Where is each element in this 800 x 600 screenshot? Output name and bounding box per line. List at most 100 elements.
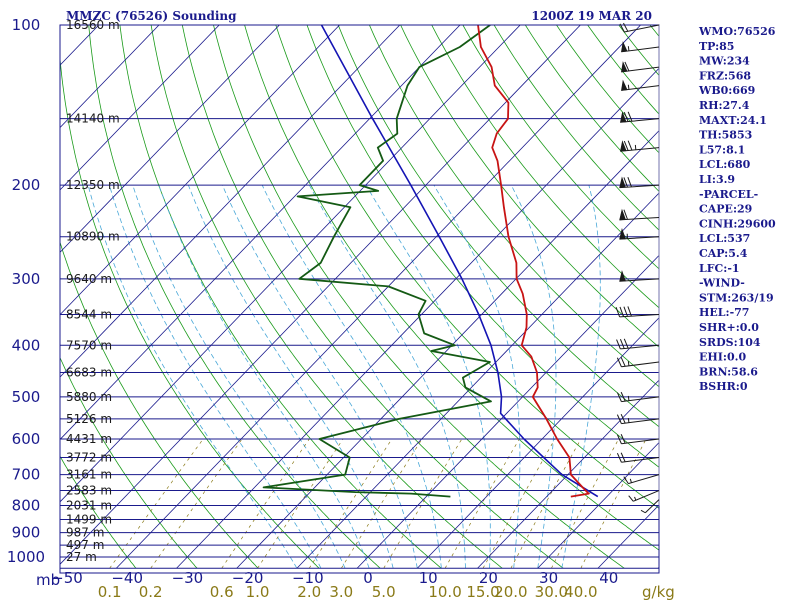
wind-barb-staff [620,118,660,123]
pressure-tick-label: 500 [12,388,41,406]
temperature-tick-label: −50 [51,569,83,587]
height-label: 2583 m [66,484,112,498]
wind-barb-staff [624,24,660,33]
mixing-ratio-line [109,438,204,569]
wind-barb [619,22,660,33]
wind-barb-flag [628,495,634,502]
sounding-index-line: FRZ:568 [699,69,751,82]
wind-barb-pennant [620,111,627,123]
dry-adiabat-line [431,25,659,309]
isotherm-line [60,25,521,503]
dry-adiabat-line [60,240,259,569]
wind-barb-flag [623,306,628,317]
sounding-index-line: LFC:-1 [699,262,740,275]
dry-adiabat-line [213,25,625,569]
mixing-ratio-tick-label: 10.0 [428,583,461,600]
wind-barb-flag [623,22,629,32]
wind-barb-flag [616,414,622,424]
sounding-index-line: BRN:58.6 [699,365,758,378]
wind-barb [621,79,660,91]
sounding-index-line: -PARCEL- [699,188,758,201]
temperature-trace-line [477,25,590,498]
pressure-tick-label: 300 [12,270,41,288]
wind-barb-flag [623,177,628,188]
wind-barb [619,270,660,282]
sounding-index-line: RH:27.4 [699,99,750,112]
moist-adiabat-line [87,184,298,569]
isotherm-line [116,25,642,569]
isotherm-line [417,317,659,569]
sounding-index-line: WMO:76526 [698,25,776,38]
dry-adiabat-line [60,455,137,569]
wind-barb [640,499,660,514]
pressure-tick-label: 900 [12,524,41,542]
wind-barb-flag [616,434,622,444]
temperature-tick-label: 10 [419,569,438,587]
isotherm-line [356,254,659,569]
pressure-tick-label: 600 [12,430,41,448]
temperature-tick-label: −10 [292,569,324,587]
wind-barb [616,434,660,445]
moist-adiabat-line [132,184,346,569]
dry-adiabat-line [368,25,659,388]
mixing-ratio-tick-label: 3.0 [329,583,353,600]
wind-barb-flag [620,357,626,367]
pressure-tick-label: 1000 [7,548,45,566]
height-label: 1499 m [66,512,112,526]
moist-adiabat-line [433,184,521,569]
mixing-ratio-tick-label: 0.2 [139,583,163,600]
isotherm-line [537,442,659,569]
temperature-tick-label: 40 [599,569,618,587]
chart-grid [60,25,659,569]
mixing-ratio-line [341,438,423,569]
chart-traces [262,25,599,498]
sounding-index-line: MW:234 [699,55,750,68]
sounding-index-line: CAP:5.4 [699,247,748,260]
temperature-tick-label: −20 [232,569,264,587]
wind-barb-flag [623,209,628,220]
time-title: 1200Z 19 MAR 20 [531,9,652,23]
sounding-index-line: STM:263/19 [699,291,774,304]
wind-barb [623,474,660,485]
sounding-index-line: SHR+:0.0 [699,321,759,334]
wind-barb-half-flag [627,46,630,51]
wind-barb [619,208,660,221]
mixing-ratio-line [383,438,463,569]
wind-barb-pennant [621,61,628,73]
isotherm-line [60,25,581,565]
wind-barb-flag [620,452,626,462]
wind-barb-staff [621,418,660,425]
dry-adiabat-line [60,54,320,569]
mixing-ratio-tick-label: 2.0 [297,583,321,600]
mixing-ratio-line [551,438,619,569]
sounding-index-line: LCL:537 [699,232,750,245]
wind-barb-half-flag [629,478,632,483]
dry-adiabat-line [306,25,659,468]
sounding-index-line: L57:8.1 [699,143,745,156]
wind-barb-half-flag [634,496,637,501]
wind-barb [619,228,660,240]
dry-adiabat-line [244,25,659,551]
height-label: 12350 m [66,178,120,192]
wind-barb-staff [619,313,660,318]
sounding-index-line: EHI:0.0 [699,351,746,364]
wind-barb-staff [620,344,660,350]
wind-barb-half-flag [627,84,630,90]
temperature-tick-label: 30 [539,569,558,587]
mixing-ratio-tick-label: 0.1 [98,583,122,600]
wind-barb [616,452,660,463]
sounding-index-line: CINH:29600 [699,217,776,230]
pressure-tick-label: 800 [12,496,41,514]
wind-barb-staff [621,66,660,73]
wind-barb-flag [620,391,626,402]
pressure-tick-label: 400 [12,336,41,354]
wind-barb [620,111,660,123]
wind-barb-flag [640,509,646,514]
wind-barb-staff [621,456,660,463]
dry-adiabat-line [119,25,442,569]
mixing-ratio-unit-label: g/kg [642,583,675,600]
dry-adiabat-line [60,356,198,569]
temperature-tick-label: 0 [363,569,373,587]
wind-barb-flag [627,111,633,122]
